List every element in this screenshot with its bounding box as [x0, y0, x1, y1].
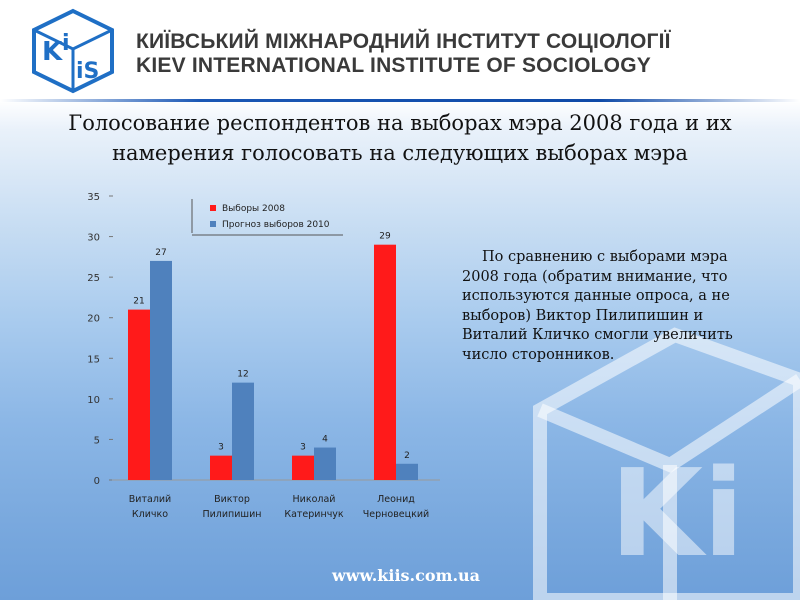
bar-value-label: 27: [155, 248, 166, 258]
x-category-label: Пилипишин: [202, 509, 261, 520]
x-category-label: Леонид: [377, 494, 415, 505]
bar-2008: [292, 455, 314, 480]
bar-2010: [314, 447, 336, 480]
svg-text:K: K: [42, 37, 63, 67]
x-category-label: Катеринчук: [284, 509, 344, 520]
y-tick-label: 5: [94, 435, 100, 446]
y-tick-label: 30: [87, 233, 100, 244]
y-tick-label: 10: [87, 395, 100, 406]
header-divider: [0, 99, 800, 102]
slide-title-line-1: Голосование респондентов на выборах мэра…: [68, 111, 732, 135]
svg-text:iS: iS: [76, 59, 99, 84]
bar-value-label: 4: [322, 435, 328, 445]
footer-url[interactable]: www.kiis.com.ua: [332, 566, 481, 585]
kiis-logo-icon: K i iS: [32, 8, 114, 94]
legend-swatch-2010: [210, 221, 216, 227]
bar-value-label: 3: [218, 443, 224, 453]
header: K i iS КИЇВСЬКИЙ МІЖНАРОДНИЙ ІНСТИТУТ СО…: [0, 0, 800, 100]
bar-value-label: 12: [237, 370, 248, 380]
bar-2008: [128, 309, 150, 480]
x-category-label: Виталий: [129, 494, 171, 505]
bar-value-label: 3: [300, 443, 306, 453]
org-name-en: KIEV INTERNATIONAL INSTITUTE OF SOCIOLOG…: [136, 54, 651, 77]
legend-entry: Прогноз выборов 2010: [222, 220, 330, 230]
bar-2008: [374, 244, 396, 480]
legend-swatch-2008: [210, 205, 216, 211]
bar-2010: [232, 382, 254, 480]
bar-2010: [396, 463, 418, 480]
x-category-label: Николай: [293, 494, 336, 505]
y-tick-label: 0: [94, 476, 100, 487]
bar-2008: [210, 455, 232, 480]
bar-value-label: 2: [404, 451, 410, 461]
svg-text:i: i: [62, 31, 70, 56]
slide-title-line-2: намерения голосовать на следующих выбора…: [112, 141, 688, 165]
bar-2010: [150, 260, 172, 480]
x-category-label: Черновецкий: [363, 509, 429, 520]
y-tick-label: 25: [87, 273, 100, 284]
svg-text:Ki: Ki: [610, 445, 744, 584]
y-tick-label: 20: [87, 314, 100, 325]
legend-entry: Выборы 2008: [222, 204, 285, 214]
x-category-label: Кличко: [132, 509, 168, 520]
bar-value-label: 21: [133, 297, 144, 307]
background-cube-logo-icon: Ki: [533, 327, 800, 600]
x-category-label: Виктор: [214, 494, 250, 505]
slide-body-text: По сравнению с выборами мэра 2008 года (…: [462, 249, 733, 363]
y-tick-label: 35: [87, 192, 100, 203]
slide-title: Голосование респондентов на выборах мэра…: [40, 108, 760, 168]
bar-value-label: 29: [379, 232, 391, 242]
org-name-ua: КИЇВСЬКИЙ МІЖНАРОДНИЙ ІНСТИТУТ СОЦІОЛОГІ…: [136, 30, 671, 53]
y-tick-label: 15: [87, 354, 100, 365]
